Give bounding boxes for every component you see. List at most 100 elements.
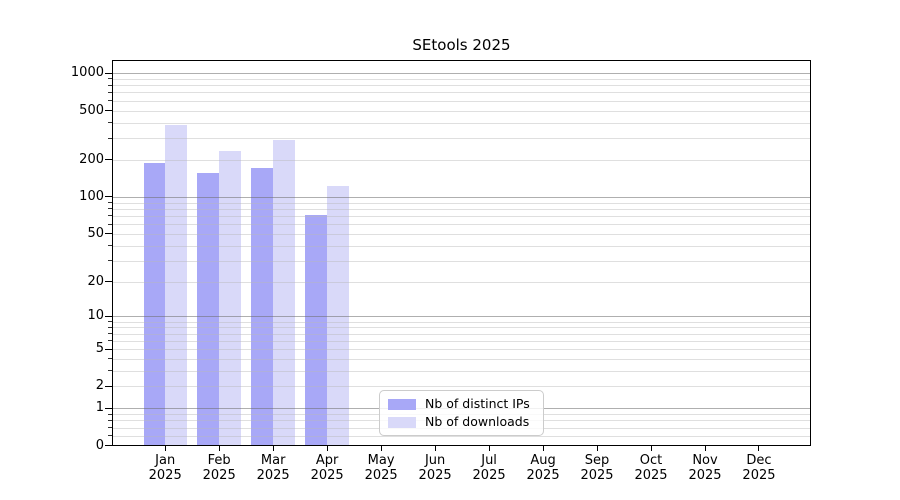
gridline-8 — [113, 327, 810, 329]
x-tick-year: 2025 — [418, 468, 452, 483]
y-minor-tick-mark-90 — [108, 202, 112, 204]
gridline-40 — [113, 245, 810, 247]
y-minor-tick-mark-700 — [108, 91, 112, 93]
gridline-90 — [113, 202, 810, 204]
x-tick-mark-may — [380, 446, 382, 451]
x-tick-mark-oct — [650, 446, 652, 451]
x-tick-mark-dec — [758, 446, 760, 451]
gridline-80 — [113, 208, 810, 210]
x-tick-month: Oct — [639, 453, 663, 468]
y-tick-mark-2 — [105, 385, 112, 387]
y-minor-tick-mark-900 — [108, 78, 112, 80]
x-tick-year: 2025 — [202, 468, 236, 483]
gridline-300 — [113, 138, 810, 140]
legend-swatch-distinct-ips-icon — [388, 398, 416, 410]
x-tick-month: Aug — [530, 453, 556, 468]
gridline-100 — [113, 196, 810, 198]
x-tick-month: Sep — [584, 453, 610, 468]
x-tick-year: 2025 — [472, 468, 506, 483]
y-minor-tick-mark-60 — [108, 223, 112, 225]
legend-swatch-downloads-icon — [388, 416, 416, 428]
x-tick-label-apr: Apr 2025 — [295, 453, 359, 483]
y-minor-tick-mark-8 — [108, 326, 112, 328]
gridline-200 — [113, 159, 810, 161]
y-minor-tick-mark-7 — [108, 333, 112, 335]
x-tick-mark-apr — [326, 446, 328, 451]
y-tick-mark-0 — [105, 445, 112, 447]
chart-title: SEtools 2025 — [412, 36, 511, 54]
x-tick-label-feb: Feb 2025 — [187, 453, 251, 483]
x-tick-mark-feb — [218, 446, 220, 451]
y-minor-tick-mark-40 — [108, 245, 112, 247]
x-tick-label-mar: Mar 2025 — [241, 453, 305, 483]
gridline-7 — [113, 333, 810, 335]
plot-area — [112, 60, 811, 446]
y-tick-label-1000: 1000 — [70, 65, 104, 81]
x-tick-year: 2025 — [688, 468, 722, 483]
x-tick-label-jul: Jul 2025 — [457, 453, 521, 483]
x-tick-month: Dec — [746, 453, 772, 468]
y-tick-label-2: 2 — [95, 378, 104, 394]
x-tick-month: Nov — [692, 453, 718, 468]
y-tick-mark-200 — [105, 159, 112, 161]
y-tick-label-20: 20 — [87, 273, 104, 289]
x-tick-year: 2025 — [148, 468, 182, 483]
x-tick-mark-jan — [164, 446, 166, 451]
bar-downloads-mar — [273, 139, 296, 445]
x-tick-month: Apr — [315, 453, 339, 468]
gridline-50 — [113, 233, 810, 235]
x-tick-label-nov: Nov 2025 — [673, 453, 737, 483]
gridline-3 — [113, 370, 810, 372]
y-minor-tick-mark-400 — [108, 122, 112, 124]
x-tick-label-jan: Jan 2025 — [133, 453, 197, 483]
bar-downloads-apr — [327, 185, 350, 445]
x-tick-month: Jan — [155, 453, 176, 468]
x-tick-mark-jun — [434, 446, 436, 451]
y-minor-tick-mark-3 — [108, 370, 112, 372]
gridline-9 — [113, 321, 810, 323]
gridline-400 — [113, 122, 810, 124]
gridline-70 — [113, 215, 810, 217]
bar-downloads-feb — [219, 151, 242, 445]
gridline-0.2 — [113, 435, 810, 437]
legend-item-downloads: Nb of downloads — [388, 415, 535, 429]
x-tick-year: 2025 — [310, 468, 344, 483]
y-tick-label-5: 5 — [95, 341, 104, 357]
x-tick-label-oct: Oct 2025 — [619, 453, 683, 483]
gridline-5 — [113, 349, 810, 351]
x-tick-month: Mar — [260, 453, 286, 468]
bar-downloads-jan — [165, 124, 188, 445]
x-tick-mark-nov — [704, 446, 706, 451]
x-tick-year: 2025 — [526, 468, 560, 483]
gridline-600 — [113, 100, 810, 102]
x-tick-month: Jul — [481, 453, 497, 468]
x-tick-label-dec: Dec 2025 — [727, 453, 791, 483]
y-tick-label-200: 200 — [79, 151, 104, 167]
x-tick-label-jun: Jun 2025 — [403, 453, 467, 483]
y-tick-mark-10 — [105, 315, 112, 317]
y-tick-label-0: 0 — [95, 437, 104, 453]
y-minor-tick-mark-9 — [108, 321, 112, 323]
gridline-2 — [113, 386, 810, 388]
y-tick-mark-20 — [105, 281, 112, 283]
x-tick-mark-jul — [488, 446, 490, 451]
legend-label-downloads: Nb of downloads — [425, 414, 530, 429]
legend: Nb of distinct IPs Nb of downloads — [379, 390, 544, 436]
gridline-500 — [113, 110, 810, 112]
legend-label-distinct-ips: Nb of distinct IPs — [425, 396, 530, 411]
x-tick-label-may: May 2025 — [349, 453, 413, 483]
x-tick-year: 2025 — [256, 468, 290, 483]
y-minor-tick-mark-30 — [108, 260, 112, 262]
y-minor-tick-mark-4 — [108, 358, 112, 360]
y-minor-tick-mark-0.4 — [108, 427, 112, 429]
x-tick-label-aug: Aug 2025 — [511, 453, 575, 483]
gridline-1000 — [113, 73, 810, 75]
y-tick-label-10: 10 — [87, 308, 104, 324]
y-minor-tick-mark-0.6 — [108, 419, 112, 421]
y-tick-mark-100 — [105, 196, 112, 198]
y-tick-mark-5 — [105, 348, 112, 350]
gridline-10 — [113, 316, 810, 318]
x-tick-year: 2025 — [580, 468, 614, 483]
bar-distinct-ips-apr — [305, 215, 328, 445]
x-tick-label-sep: Sep 2025 — [565, 453, 629, 483]
